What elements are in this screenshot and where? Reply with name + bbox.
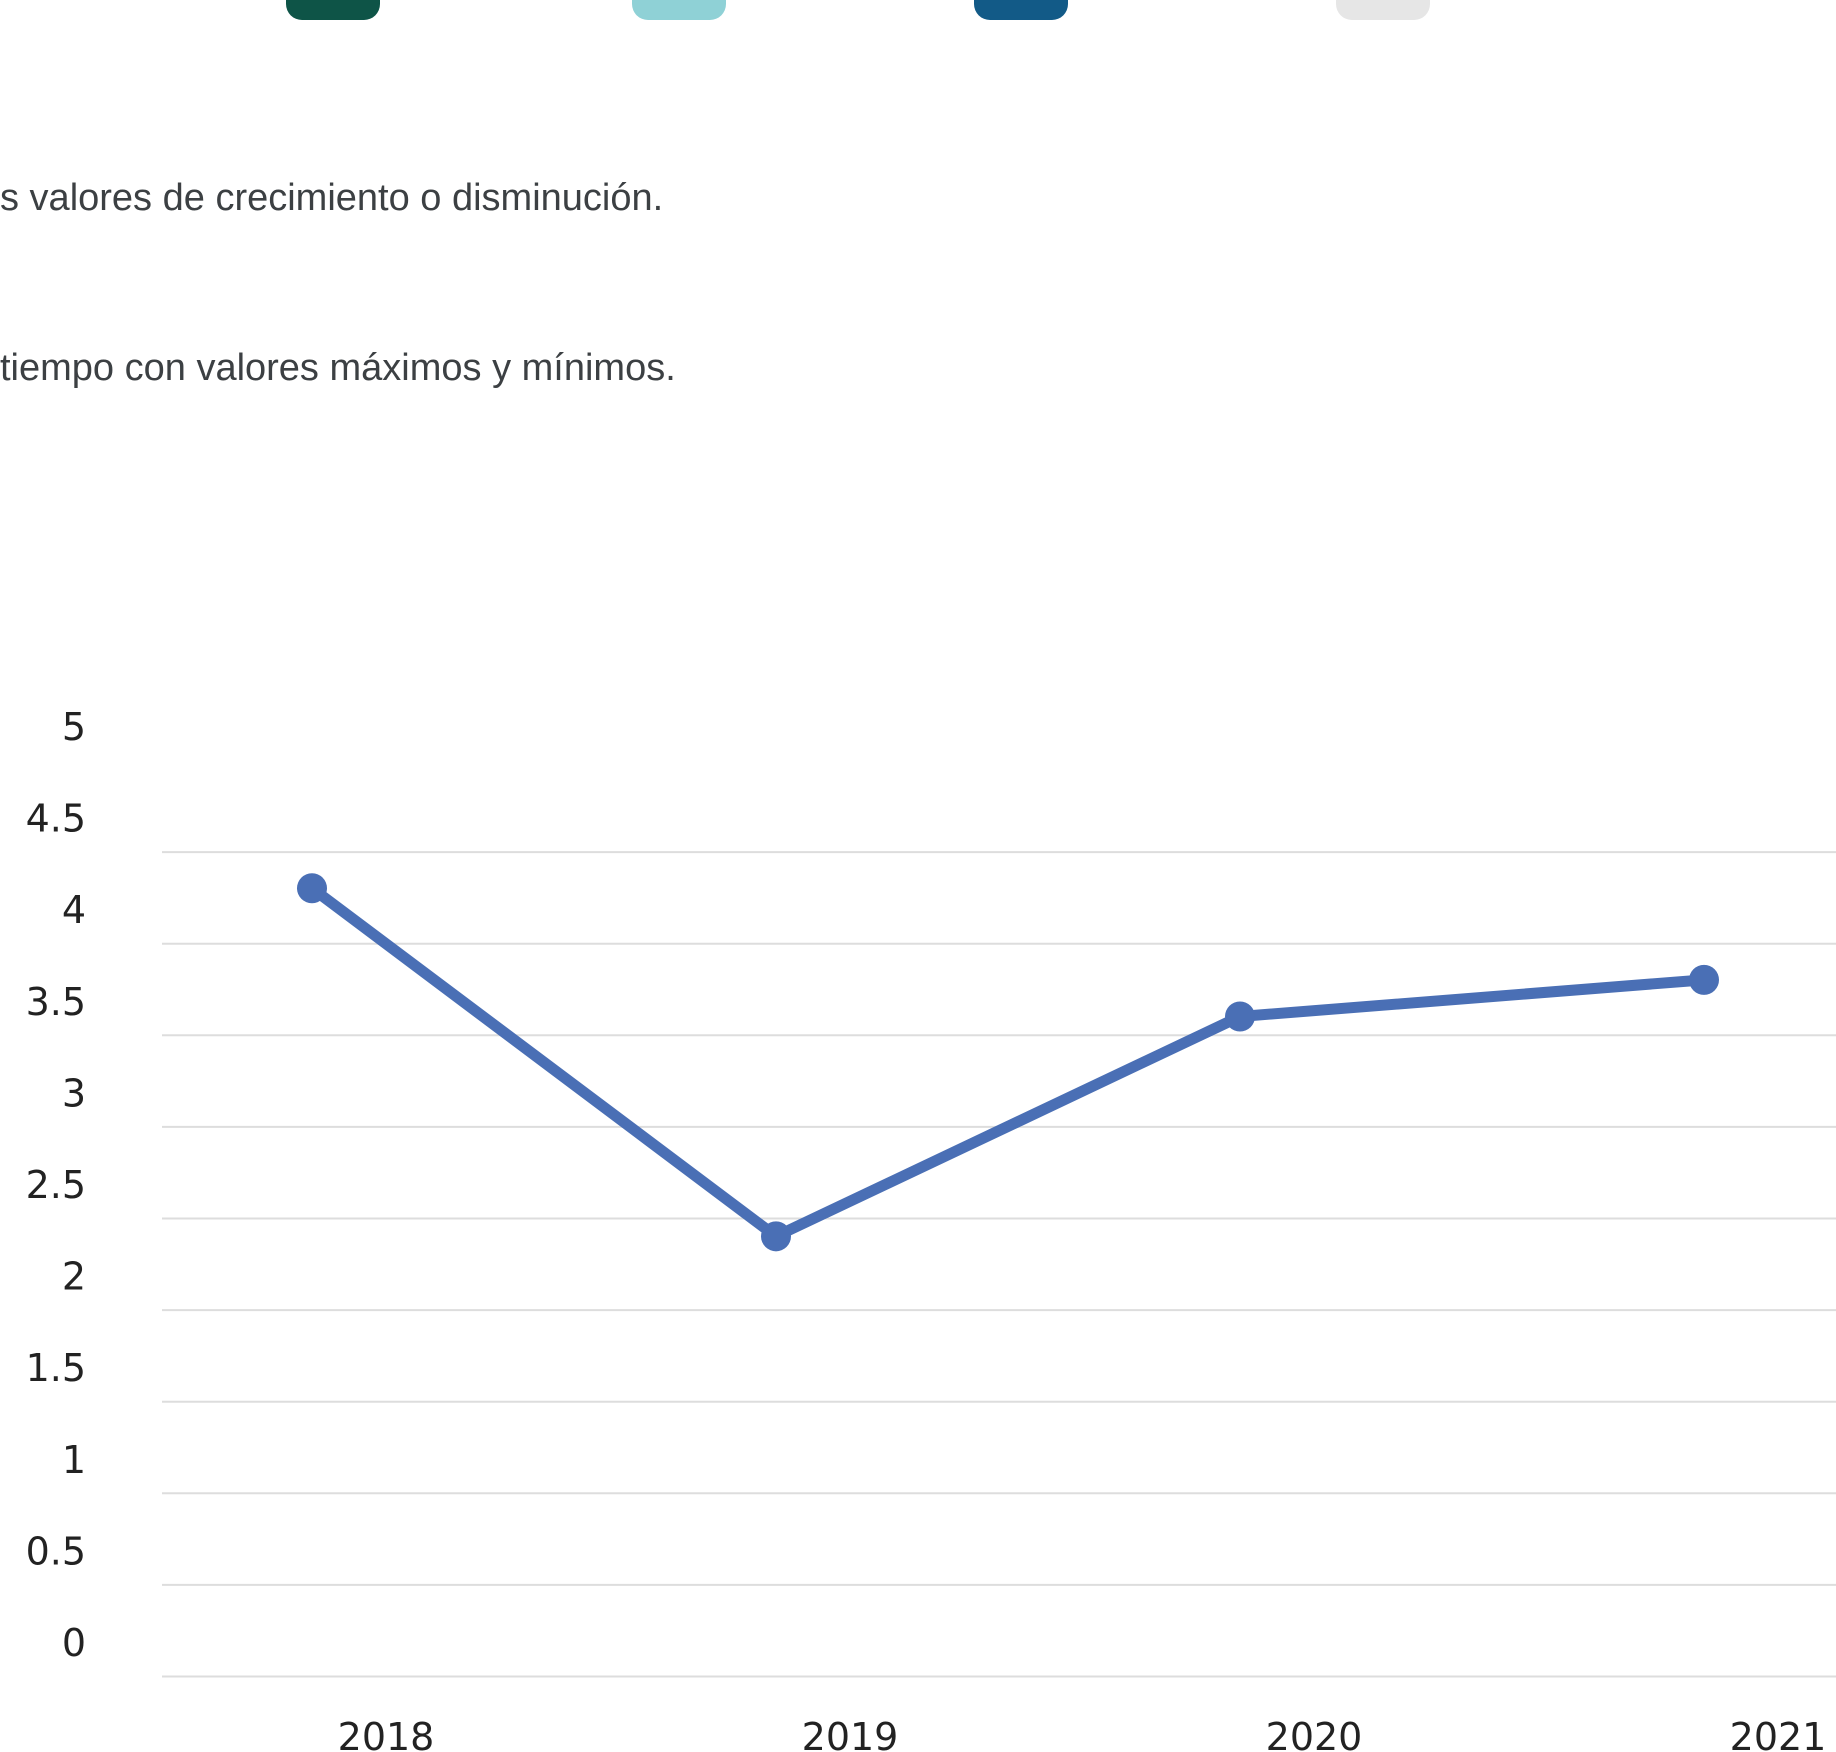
legend-swatch <box>974 0 1068 20</box>
description-line-2: tiempo con valores máximos y mínimos. <box>0 347 676 389</box>
legend-swatch <box>1336 0 1430 20</box>
legend-label: 1er trim. <box>416 0 547 5</box>
y-tick-label: 3 <box>62 1071 86 1115</box>
y-tick-label: 0 <box>62 1621 86 1665</box>
x-tick-label: 2019 <box>802 1715 899 1752</box>
legend-label: 3er trim. <box>1104 0 1235 5</box>
y-tick-label: 5 <box>62 705 86 749</box>
y-tick-label: 2 <box>62 1255 86 1299</box>
legend-swatch <box>286 0 380 20</box>
y-tick-label: 2.5 <box>26 1163 86 1207</box>
series-line <box>306 882 1710 1242</box>
y-tick-label: 4.5 <box>26 797 86 841</box>
y-tick-label: 0.5 <box>26 1529 86 1573</box>
x-tick-label: 2020 <box>1266 1715 1363 1752</box>
x-tick-label: 2021 <box>1730 1715 1827 1752</box>
y-tick-label: 4 <box>62 888 86 932</box>
description-line-1: s valores de crecimiento o disminución. <box>0 177 664 219</box>
data-point-marker <box>1225 1001 1255 1032</box>
data-point-marker <box>297 873 327 904</box>
legend-swatch <box>632 0 726 20</box>
y-tick-label: 1 <box>62 1438 86 1482</box>
chart-legend: 1er trim. 2do trim. 3er trim. 4to trim. <box>0 0 1836 40</box>
y-tick-label: 1.5 <box>26 1346 86 1390</box>
y-tick-label: 3.5 <box>26 980 86 1024</box>
data-point-marker <box>761 1221 791 1252</box>
legend-label: 4to trim. <box>1466 0 1596 5</box>
x-tick-label: 2018 <box>338 1715 435 1752</box>
legend-label: 2do trim. <box>762 0 899 5</box>
data-point-marker <box>1689 964 1719 995</box>
